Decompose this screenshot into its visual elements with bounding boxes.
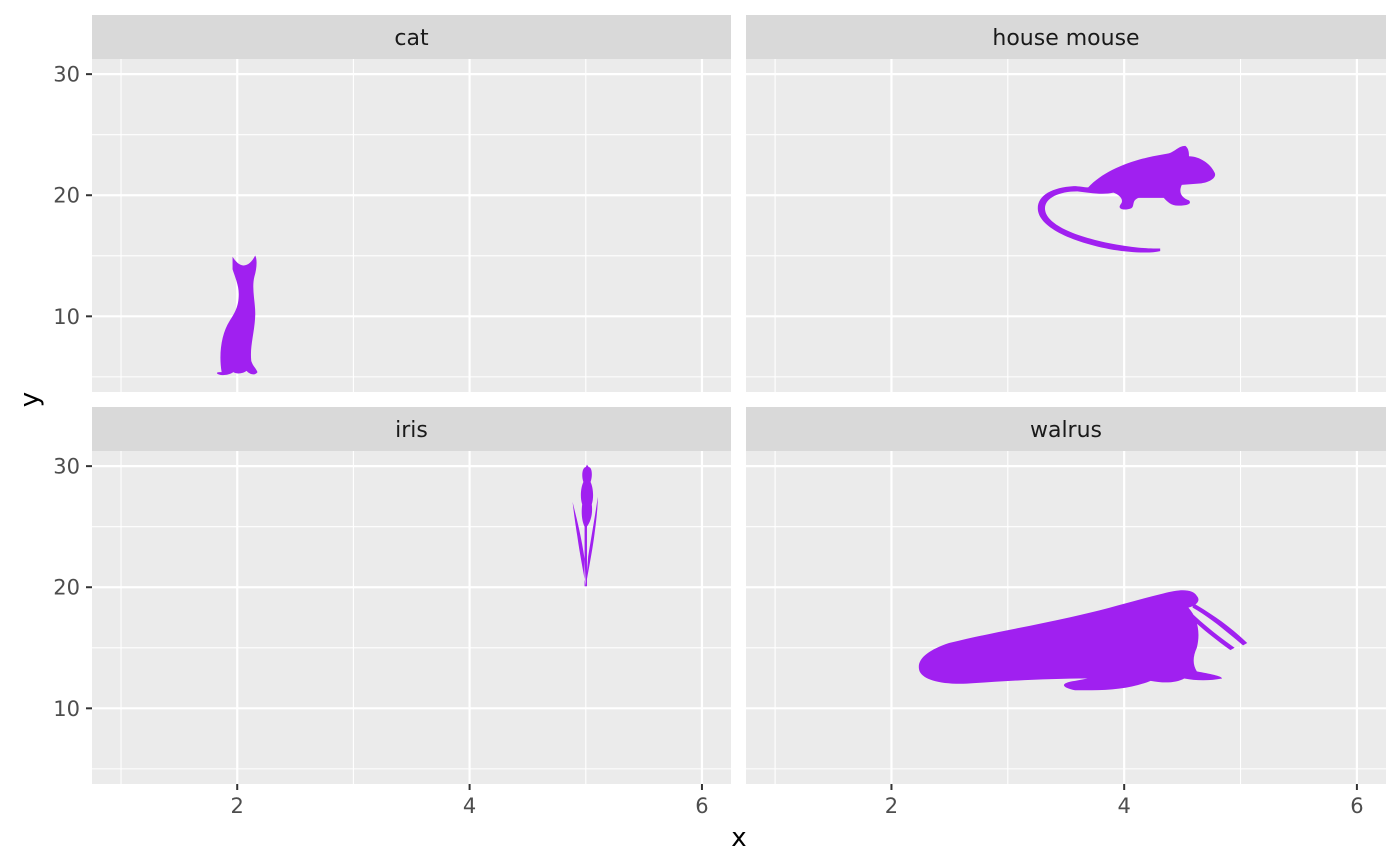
strip-background <box>92 407 731 451</box>
x-tick-label: 4 <box>1117 794 1130 818</box>
strip-background <box>746 15 1386 59</box>
y-tick-label: 20 <box>53 184 80 208</box>
x-tick-label: 6 <box>1350 794 1363 818</box>
cat-silhouette-point <box>216 255 258 376</box>
y-axis-title: y <box>15 392 45 407</box>
x-tick-label: 2 <box>885 794 898 818</box>
strip-label: iris <box>395 418 428 443</box>
panel-background <box>92 451 731 784</box>
x-axis-title: x <box>731 823 746 853</box>
y-tick-label: 30 <box>53 63 80 87</box>
strip-label: cat <box>394 26 429 51</box>
house-mouse-silhouette-point <box>1037 145 1216 253</box>
strip-label: walrus <box>1030 418 1102 443</box>
walrus-silhouette-point <box>918 590 1248 691</box>
panel-background <box>92 59 731 392</box>
y-tick-label: 10 <box>53 697 80 721</box>
facet-panel-iris: iris 10 20 30 2 4 6 <box>53 407 731 818</box>
x-tick-label: 2 <box>231 794 244 818</box>
iris-silhouette-point <box>572 464 598 587</box>
strip-background <box>746 407 1386 451</box>
facet-panel-walrus: walrus 2 4 6 <box>746 407 1386 818</box>
facet-panel-cat: cat 10 20 30 <box>53 15 731 392</box>
y-tick-label: 10 <box>53 305 80 329</box>
facet-panel-house-mouse: house mouse <box>746 15 1386 392</box>
strip-background <box>92 15 731 59</box>
strip-label: house mouse <box>992 26 1139 51</box>
panel-background <box>746 451 1386 784</box>
y-tick-label: 30 <box>53 455 80 479</box>
x-tick-label: 4 <box>463 794 476 818</box>
panel-background <box>746 59 1386 392</box>
x-tick-label: 6 <box>695 794 708 818</box>
y-tick-label: 20 <box>53 576 80 600</box>
